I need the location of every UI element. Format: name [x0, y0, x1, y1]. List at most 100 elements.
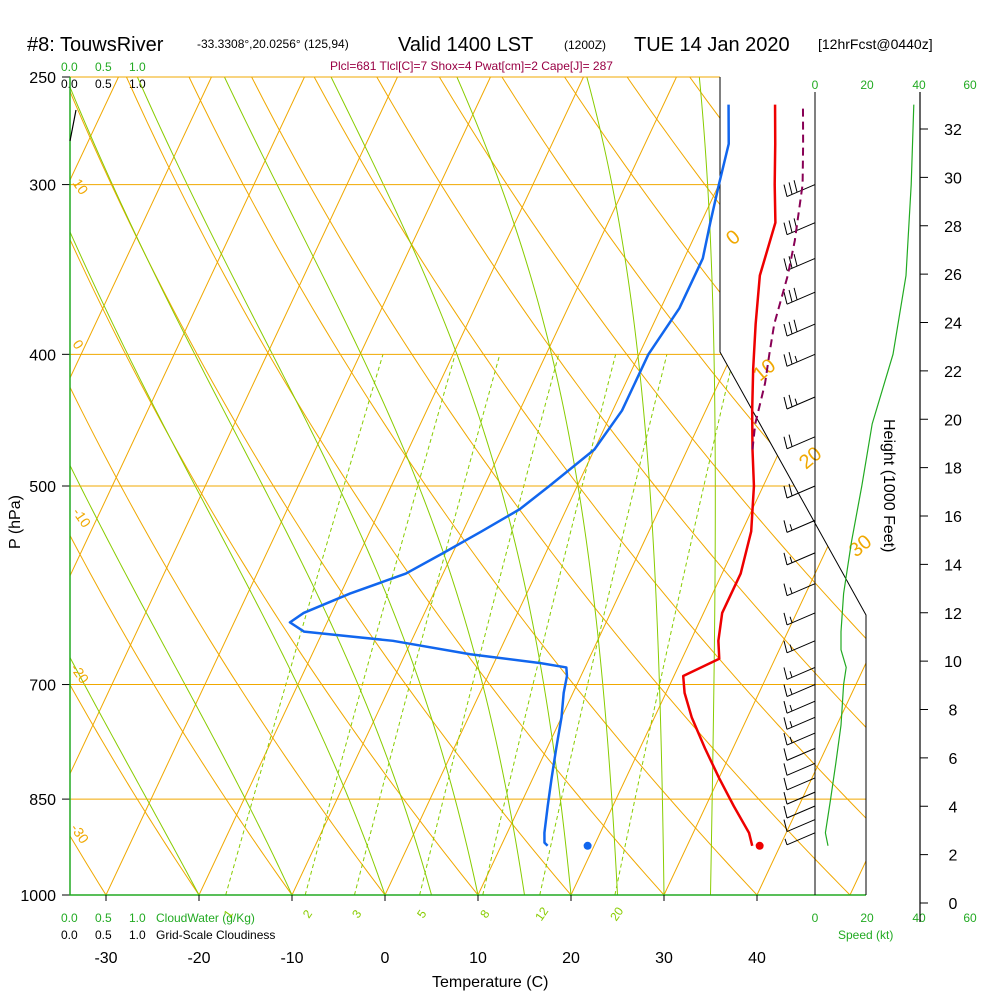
wind-barb-flag-4-2 — [793, 319, 798, 332]
speed-top-60: 60 — [963, 78, 977, 92]
height-tick-label-16: 16 — [944, 509, 962, 526]
cloudiness-scale-05: 0.5 — [95, 77, 112, 91]
mixing-ratio-12 — [539, 354, 668, 895]
x-tick-label-10: 10 — [469, 950, 487, 967]
pressure-tick-700: 700 — [29, 678, 56, 695]
wind-barb-1 — [783, 218, 816, 236]
wind-barb-0 — [783, 180, 816, 198]
wind-barb-shaft-22 — [786, 791, 816, 805]
isotherm-edge-label-0: 10 — [70, 176, 92, 198]
cloudiness-label: Grid-Scale Cloudiness — [156, 928, 275, 942]
wind-barb-24 — [783, 819, 816, 833]
moist-adiabat--10 — [70, 77, 293, 895]
height-tick-label-26: 26 — [944, 267, 962, 284]
isotherm--60 — [70, 77, 212, 895]
dry-adiabat-140 — [814, 77, 866, 895]
wind-barb-flag-1-1 — [788, 220, 793, 233]
wind-barb-3 — [783, 287, 816, 305]
wind-barb-flag-24-0 — [783, 819, 788, 832]
height-tick-label-32: 32 — [944, 122, 962, 139]
mixing-ratio-5 — [419, 354, 560, 895]
zulu-time: (1200Z) — [564, 38, 606, 52]
frame-right — [719, 77, 867, 895]
wind-barb-flag-13-0 — [783, 640, 788, 653]
x-tick-label--30: -30 — [94, 950, 117, 967]
dry-adiabat-10 — [70, 77, 479, 895]
height-tick-label-4: 4 — [949, 799, 958, 816]
wind-barb-half-10 — [789, 556, 793, 563]
wind-barb-shaft-13 — [786, 640, 816, 654]
mixing-ratio-1 — [225, 354, 384, 895]
wind-barb-flag-3-1 — [788, 289, 793, 303]
dry-adiabat--10 — [70, 77, 293, 895]
wind-barb-flag-12-0 — [783, 612, 788, 626]
pressure-tick-300: 300 — [29, 178, 56, 195]
wind-barb-flag-18-0 — [783, 732, 788, 746]
bottom-cloudiness-1: 1.0 — [129, 928, 146, 942]
speed-axis-bottom: 0 20 40 60 Speed (kt) — [812, 911, 977, 942]
moist-adiabat-35 — [698, 77, 716, 895]
wind-barb-flag-7-0 — [783, 436, 788, 449]
pressure-tick-250: 250 — [29, 70, 56, 87]
wind-barb-flag-5-0 — [783, 354, 788, 367]
speed-top-20: 20 — [860, 78, 874, 92]
isotherm-edge-label-1: 0 — [70, 337, 88, 353]
mixing-ratio-label-20: 20 — [607, 904, 626, 923]
wind-barb-flag-8-0 — [783, 485, 788, 499]
wind-barb-flag-17-0 — [783, 717, 788, 730]
wind-barb-20 — [783, 762, 816, 776]
height-tick-label-18: 18 — [944, 461, 962, 478]
wind-barb-2 — [783, 253, 816, 271]
wind-barb-flag-4-0 — [783, 323, 788, 337]
wind-barb-15 — [783, 684, 816, 697]
wind-barb-flag-6-0 — [783, 396, 788, 410]
wind-barb-flag-22-0 — [783, 791, 788, 805]
dry-adiabat--20 — [70, 77, 200, 895]
dry-adiabat-50 — [251, 77, 851, 895]
wind-barb-half-14 — [789, 671, 793, 678]
wind-barb-shaft-23 — [786, 805, 816, 819]
wind-barb-half-25 — [784, 838, 788, 845]
wind-barb-flag-20-0 — [783, 763, 788, 776]
dry-adiabat-20 — [70, 77, 572, 895]
wind-barb-9 — [783, 519, 816, 533]
height-tick-label-10: 10 — [944, 654, 962, 671]
parcel-params: Plcl=681 Tlcl[C]=7 Shox=4 Pwat[cm]=2 Cap… — [330, 59, 613, 73]
isotherm-40 — [756, 77, 866, 895]
moist-adiabat-30 — [586, 77, 665, 895]
wind-barb-shaft-3 — [786, 291, 816, 305]
height-tick-label-2: 2 — [949, 848, 958, 865]
height-tick-label-6: 6 — [949, 751, 958, 768]
mixing-ratio-label-5: 5 — [414, 907, 429, 921]
station-coords: -33.3308°,20.0256° (125,94) — [197, 37, 349, 51]
wind-barb-11 — [783, 583, 816, 597]
height-tick-label-22: 22 — [944, 364, 962, 381]
moist-adiabat-25 — [456, 77, 618, 895]
mixing-ratio-label-3: 3 — [349, 907, 364, 921]
mixing-ratio-20 — [614, 354, 735, 895]
forecast-run: [12hrFcst@0440z] — [818, 36, 933, 52]
dry-adiabat-30 — [125, 77, 665, 895]
wind-barb-13 — [783, 640, 816, 654]
wind-barb-17 — [783, 716, 816, 730]
cloudwater-scale-0: 0.0 — [61, 60, 78, 74]
y-axis-title: P (hPa) — [7, 495, 24, 549]
dry-adiabat-40 — [188, 77, 758, 895]
mixing-ratio-label-2: 2 — [300, 907, 315, 921]
wind-barb-flag-11-0 — [783, 583, 788, 596]
wind-barb-flag-14-0 — [783, 667, 788, 680]
wind-barb-7 — [783, 434, 816, 450]
parcel-profile — [751, 104, 805, 450]
height-tick-label-20: 20 — [944, 412, 962, 429]
dry-adiabat-0 — [70, 77, 386, 895]
top-left-legend: 0.0 0.5 1.0 0.0 0.5 1.0 — [61, 60, 146, 91]
x-tick-label-0: 0 — [381, 950, 390, 967]
surface-temperature-marker — [755, 841, 764, 850]
wind-barb-flag-2-1 — [788, 256, 793, 269]
wind-barb-half-15 — [789, 688, 793, 695]
wind-barb-shaft-20 — [786, 762, 816, 776]
wind-barb-16 — [783, 700, 816, 714]
wind-barb-shaft-16 — [786, 700, 816, 714]
